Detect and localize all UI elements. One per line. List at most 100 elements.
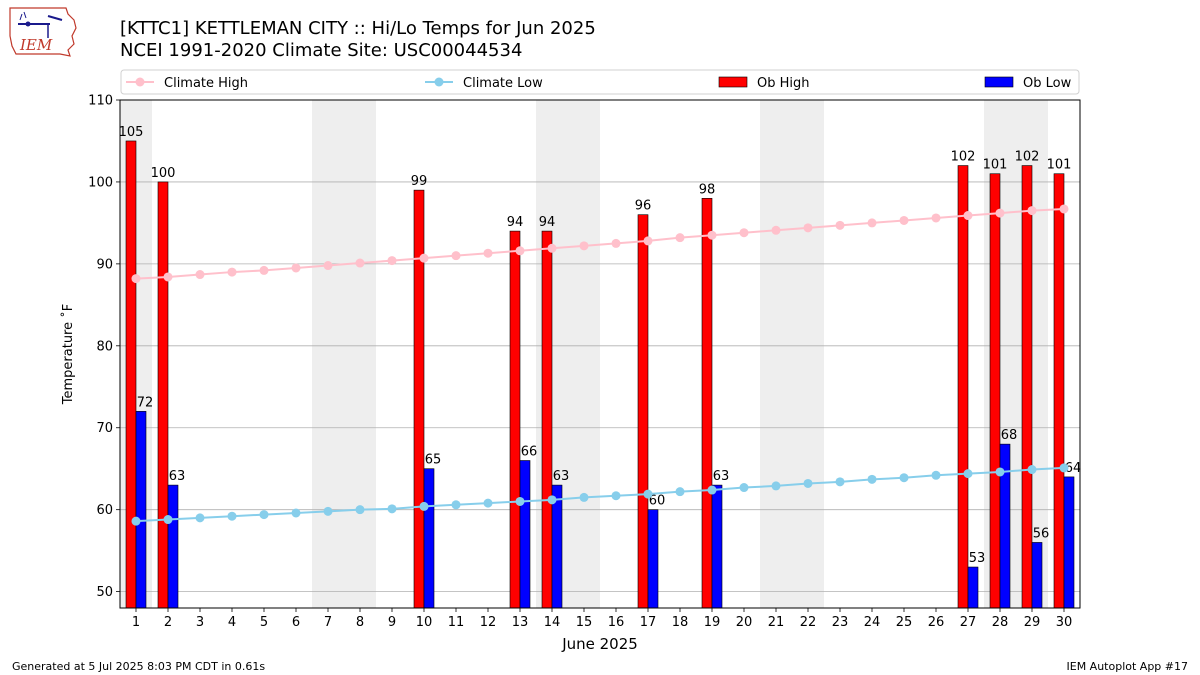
ob-low-label: 63 xyxy=(553,469,570,484)
x-tick-label: 17 xyxy=(640,615,657,630)
climate-high-point xyxy=(195,270,205,280)
x-tick-label: 4 xyxy=(228,615,236,630)
climate-low-point xyxy=(387,504,397,514)
legend-point-marker xyxy=(434,77,444,87)
climate-low-point xyxy=(451,500,461,510)
ob-high-bar xyxy=(413,189,425,609)
x-tick-label: 19 xyxy=(704,615,721,630)
climate-high-point xyxy=(707,230,717,240)
weekend-shade xyxy=(792,100,824,608)
climate-high-point xyxy=(227,267,237,277)
ob-low-bar xyxy=(967,566,979,609)
x-tick-label: 25 xyxy=(896,615,913,630)
ob-low-label: 60 xyxy=(649,494,666,509)
ob-high-bar xyxy=(509,230,521,609)
weekend-shade xyxy=(568,100,600,608)
climate-low-point xyxy=(259,510,269,520)
ob-low-bar xyxy=(167,484,179,609)
ob-high-label: 96 xyxy=(635,199,652,214)
climate-high-point xyxy=(771,225,781,235)
ob-high-bar xyxy=(157,181,169,609)
x-tick-label: 22 xyxy=(800,615,817,630)
climate-low-point xyxy=(419,501,429,511)
ob-high-label: 101 xyxy=(983,158,1008,173)
x-tick-label: 14 xyxy=(544,615,561,630)
ob-low-label: 65 xyxy=(425,453,442,468)
y-tick-label: 60 xyxy=(96,503,113,518)
climate-high-point xyxy=(803,223,813,233)
climate-high-point xyxy=(355,258,365,268)
climate-low-point xyxy=(131,516,141,526)
ob-high-bar xyxy=(957,165,969,609)
x-tick-label: 26 xyxy=(928,615,945,630)
ob-high-bar xyxy=(701,198,713,609)
weekend-shade xyxy=(312,100,344,608)
climate-high-point xyxy=(835,220,845,230)
ob-high-label: 98 xyxy=(699,182,716,197)
legend-label: Climate High xyxy=(164,76,248,91)
climate-high-point xyxy=(675,233,685,243)
climate-high-point xyxy=(1027,206,1037,216)
ob-low-bar xyxy=(1031,542,1043,609)
x-tick-label: 3 xyxy=(196,615,204,630)
ob-high-bar xyxy=(125,140,137,609)
x-tick-label: 20 xyxy=(736,615,753,630)
x-tick-label: 18 xyxy=(672,615,689,630)
ob-high-label: 105 xyxy=(119,125,144,140)
climate-low-point xyxy=(1027,465,1037,475)
climate-low-point xyxy=(931,470,941,480)
climate-low-point xyxy=(835,477,845,487)
ob-high-bar xyxy=(1053,173,1065,609)
ob-low-bar xyxy=(135,411,147,609)
legend-bar-marker xyxy=(984,76,1014,88)
climate-high-point xyxy=(867,218,877,228)
climate-high-point xyxy=(451,251,461,261)
climate-high-point xyxy=(931,213,941,223)
chart-subtitle: NCEI 1991-2020 Climate Site: USC00044534 xyxy=(120,40,523,61)
climate-high-point xyxy=(611,238,621,248)
legend-box xyxy=(120,69,1080,95)
climate-high-point xyxy=(291,263,301,273)
ob-high-bar xyxy=(1021,165,1033,609)
x-tick-label: 24 xyxy=(864,615,881,630)
y-tick-label: 110 xyxy=(88,94,113,109)
legend-label: Ob High xyxy=(757,76,810,91)
x-tick-label: 30 xyxy=(1056,615,1073,630)
y-tick-label: 80 xyxy=(96,339,113,354)
x-tick-label: 7 xyxy=(324,615,332,630)
x-tick-label: 27 xyxy=(960,615,977,630)
legend-label: Ob Low xyxy=(1023,76,1072,91)
climate-low-point xyxy=(771,481,781,491)
x-tick-label: 23 xyxy=(832,615,849,630)
climate-low-point xyxy=(1059,463,1069,473)
weekend-shade xyxy=(760,100,792,608)
climate-low-point xyxy=(515,496,525,506)
climate-low-point xyxy=(291,508,301,518)
ob-high-label: 94 xyxy=(539,215,556,230)
x-tick-label: 15 xyxy=(576,615,593,630)
ob-high-bar xyxy=(541,230,553,609)
ob-high-label: 99 xyxy=(411,174,428,189)
y-tick-label: 70 xyxy=(96,421,113,436)
climate-low-point xyxy=(355,505,365,515)
generated-footer: Generated at 5 Jul 2025 8:03 PM CDT in 0… xyxy=(12,660,266,673)
ob-low-label: 63 xyxy=(169,469,186,484)
climate-high-point xyxy=(259,265,269,275)
legend-bar-marker xyxy=(718,76,748,88)
svg-text:IEM: IEM xyxy=(19,36,53,54)
ob-low-label: 63 xyxy=(713,469,730,484)
climate-low-point xyxy=(867,474,877,484)
plot-frame xyxy=(119,99,1081,609)
ob-low-bar xyxy=(519,460,531,609)
climate-high-point xyxy=(547,243,557,253)
climate-low-point xyxy=(483,498,493,508)
x-tick-label: 12 xyxy=(480,615,497,630)
ob-low-label: 56 xyxy=(1033,526,1050,541)
ob-low-label: 66 xyxy=(521,445,538,460)
climate-high-point xyxy=(515,246,525,256)
climate-low-point xyxy=(195,513,205,523)
x-tick-label: 11 xyxy=(448,615,465,630)
climate-high-point xyxy=(1059,204,1069,214)
x-tick-label: 1 xyxy=(132,615,140,630)
climate-low-point xyxy=(675,487,685,497)
